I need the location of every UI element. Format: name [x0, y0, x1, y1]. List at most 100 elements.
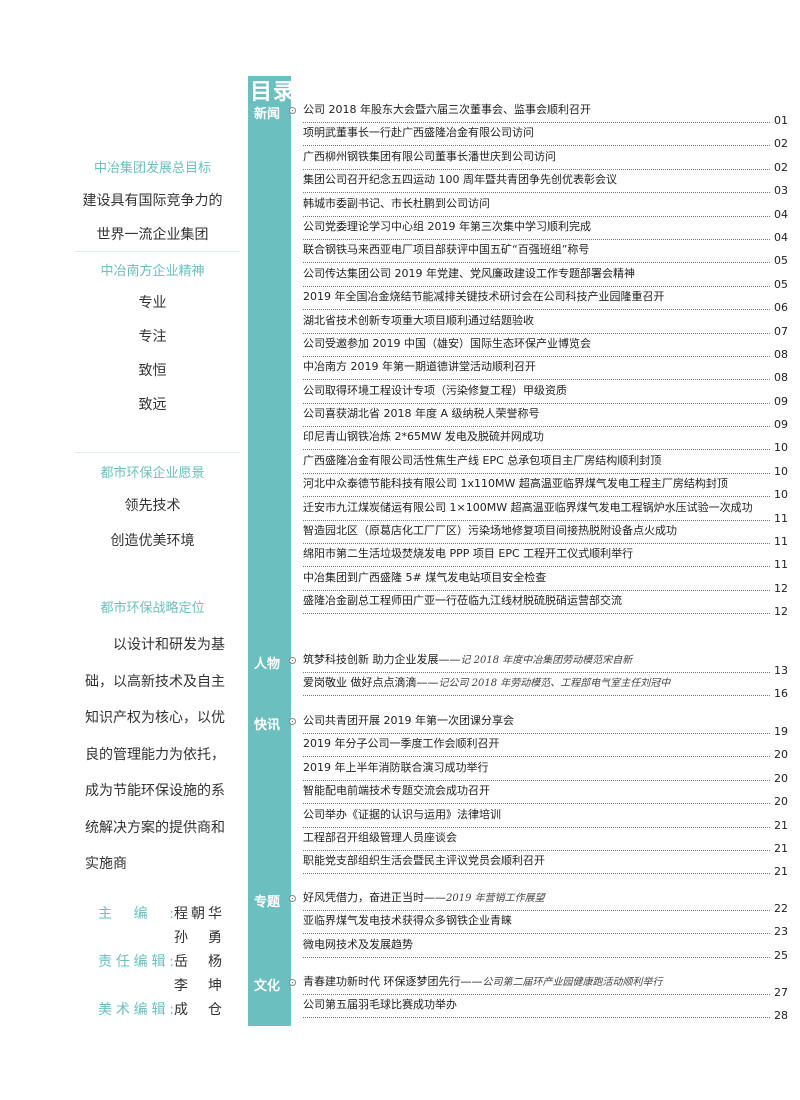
page-number: 07 — [774, 324, 788, 338]
entry-title: 项明武董事长一行赴广西盛隆冶金有限公司访问 — [303, 126, 534, 140]
dot-leader — [303, 262, 770, 264]
entry-title: 2019 年上半年消防联合演习成功举行 — [303, 760, 489, 774]
toc-entry[interactable]: 青春建功新时代 环保逐梦团先行——公司第二届环产业园健康跑活动顺利举行 27 — [303, 975, 788, 998]
spirit-line: 专业 — [138, 295, 167, 311]
toc-entry[interactable]: 湖北省技术创新专项重大项目顺利通过结题验收 07 — [303, 314, 788, 337]
entry-title: 好风凭借力，奋进正当时—— — [303, 891, 446, 904]
toc-entry[interactable]: 智能配电前端技术专题交流会成功召开 20 — [303, 784, 788, 807]
toc-entry[interactable]: 中冶南方 2019 年第一期道德讲堂活动顺利召开 08 — [303, 360, 788, 383]
toc-entry[interactable]: 韩城市委副书记、市长杜鹏到公司访问 04 — [303, 197, 788, 220]
page-number: 10 — [774, 441, 788, 455]
toc-entry[interactable]: 迁安市九江煤炭储运有限公司 1×100MW 超高温亚临界煤气发电工程锅炉水压试验… — [303, 501, 788, 524]
dot-leader — [303, 472, 770, 474]
toc-entry[interactable]: 筑梦科技创新 助力企业发展——记 2018 年度中冶集团劳动模范宋自新 13 — [303, 653, 788, 676]
position-text: 以设计和研发为基础，以高新技术及自主知识产权为核心，以优良的管理能力为依托，成为… — [85, 637, 225, 872]
page-number: 04 — [774, 230, 788, 244]
toc-entry[interactable]: 2019 年分子公司一季度工作会顺利召开 20 — [303, 737, 788, 760]
dot-leader — [303, 994, 770, 995]
credit-name: 李 坤 — [174, 978, 222, 994]
toc-entry[interactable]: 盛隆冶金副总工程师田广亚一行莅临九江线材脱硫脱硝运营部交流 12 — [303, 594, 788, 617]
toc-entry[interactable]: 公司传达集团公司 2019 年党建、党风廉政建设工作专题部署会精神 05 — [303, 267, 788, 290]
section-label: 快讯 — [254, 718, 281, 733]
toc-entry[interactable]: 公司共青团开展 2019 年第一次团课分享会 19 — [303, 714, 788, 737]
dot-leader — [303, 695, 770, 697]
toc-entry[interactable]: 公司党委理论学习中心组 2019 年第三次集中学习顺利完成 04 — [303, 220, 788, 243]
toc-entry[interactable]: 广西柳州钢铁集团有限公司董事长潘世庆到公司访问 02 — [303, 150, 788, 173]
toc-entry[interactable]: 好风凭借力，奋进正当时——2019 年营销工作展望 22 — [303, 891, 788, 914]
vision-line: 领先技术 — [124, 498, 181, 514]
entry-title: 盛隆冶金副总工程师田广亚一行莅临九江线材脱硫脱硝运营部交流 — [303, 594, 622, 608]
entry-title: 智造园北区（原葛店化工厂厂区）污染场地修复项目间接热脱附设备点火成功 — [303, 524, 677, 538]
dot-leader — [303, 519, 770, 521]
toc-entry[interactable]: 2019 年上半年消防联合演习成功举行 20 — [303, 761, 788, 784]
toc-entry[interactable]: 公司举办《证据的认识与运用》法律培训 21 — [303, 808, 788, 831]
divider — [75, 452, 240, 453]
page-number: 20 — [774, 795, 788, 809]
dot-leader — [303, 910, 770, 911]
toc-entry[interactable]: 绵阳市第二生活垃圾焚烧发电 PPP 项目 EPC 工程开工仪式顺利举行 11 — [303, 547, 788, 570]
page-number: 12 — [774, 581, 788, 595]
entry-title: 印尼青山钢铁冶炼 2*65MW 发电及脱硫并网成功 — [303, 430, 544, 444]
entry-title: 微电网技术及发展趋势 — [303, 937, 413, 951]
position-heading: 都市环保战略定位 — [100, 601, 205, 616]
page-number: 19 — [774, 725, 788, 738]
bullet-icon — [289, 657, 296, 664]
vision-heading: 都市环保企业愿景 — [100, 466, 205, 481]
toc-entry[interactable]: 公司取得环境工程设计专项（污染修复工程）甲级资质 09 — [303, 384, 788, 407]
goal-line: 建设具有国际竞争力的 — [82, 193, 223, 209]
entry-title: 工程部召开组级管理人员座谈会 — [303, 830, 457, 844]
page-number: 10 — [774, 464, 788, 478]
dot-leader — [303, 496, 770, 498]
entry-subtitle: 记 2018 年度中冶集团劳动模范宋自新 — [460, 655, 633, 666]
entry-subtitle: 记公司 2018 年劳动模范、工程部电气室主任刘冠中 — [438, 678, 671, 690]
entry-title: 河北中众泰德节能科技有限公司 1x110MW 超高温亚临界煤气发电工程主厂房结构… — [303, 477, 728, 491]
dot-leader — [303, 1017, 770, 1019]
entry-title: 智能配电前端技术专题交流会成功召开 — [303, 784, 490, 798]
credit-name: 程朝华 — [174, 906, 222, 922]
page-number: 09 — [774, 394, 788, 408]
page-number: 27 — [774, 986, 788, 999]
credits: 主编:程朝华 孙 勇 责任编辑:岳 杨 李 坤 美术编辑:成 仓 — [98, 902, 222, 1022]
dot-leader — [303, 956, 770, 958]
entry-title: 公司传达集团公司 2019 年党建、党风廉政建设工作专题部署会精神 — [303, 266, 635, 280]
dot-leader — [303, 355, 770, 357]
toc-entry[interactable]: 中冶集团到广西盛隆 5# 煤气发电站项目安全检查 12 — [303, 571, 788, 594]
goal-line: 世界一流企业集团 — [96, 227, 209, 243]
dot-leader — [303, 933, 770, 935]
spirit-line: 致恒 — [138, 363, 167, 379]
spirit-line: 专注 — [138, 329, 167, 345]
toc-entry[interactable]: 公司第五届羽毛球比赛成功举办 28 — [303, 998, 788, 1021]
toc-entry[interactable]: 亚临界煤气发电技术获得众多钢铁企业青睐 23 — [303, 914, 788, 937]
entry-title: 绵阳市第二生活垃圾焚烧发电 PPP 项目 EPC 工程开工仪式顺利举行 — [303, 547, 634, 561]
toc-entry[interactable]: 广西盛隆冶金有限公司活性焦生产线 EPC 总承包项目主厂房结构顺利封顶 10 — [303, 454, 788, 477]
section-label: 专题 — [254, 895, 281, 910]
bullet-icon — [289, 107, 296, 114]
entry-title: 广西柳州钢铁集团有限公司董事长潘世庆到公司访问 — [303, 149, 556, 163]
toc-entry[interactable]: 联合钢铁马来西亚电厂项目部获评中国五矿“百强班组”称号 05 — [303, 243, 788, 266]
dot-leader — [303, 145, 770, 147]
toc-entry[interactable]: 工程部召开组级管理人员座谈会 21 — [303, 831, 788, 854]
toc-entry[interactable]: 公司 2018 年股东大会暨六届三次董事会、监事会顺利召开 01 — [303, 103, 788, 126]
dot-leader — [303, 826, 770, 828]
toc-entry[interactable]: 印尼青山钢铁冶炼 2*65MW 发电及脱硫并网成功 10 — [303, 430, 788, 453]
page-number: 20 — [774, 771, 788, 785]
dot-leader — [303, 873, 770, 875]
credit-name: 成 仓 — [174, 1002, 222, 1018]
toc-entry[interactable]: 职能党支部组织生活会暨民主评议党员会顺利召开 21 — [303, 854, 788, 877]
entry-title: 公司举办《证据的认识与运用》法律培训 — [303, 807, 501, 821]
toc-entry[interactable]: 河北中众泰德节能科技有限公司 1x110MW 超高温亚临界煤气发电工程主厂房结构… — [303, 477, 788, 500]
toc-entry[interactable]: 集团公司召开纪念五四运动 100 周年暨共青团争先创优表彰会议 03 — [303, 173, 788, 196]
toc-entry[interactable]: 公司喜获湖北省 2018 年度 A 级纳税人荣誉称号 09 — [303, 407, 788, 430]
page-number: 02 — [774, 160, 788, 174]
dot-leader — [303, 566, 770, 568]
toc-entry[interactable]: 微电网技术及发展趋势 25 — [303, 938, 788, 961]
dot-leader — [303, 122, 770, 123]
toc-entry[interactable]: 项明武董事长一行赴广西盛隆冶金有限公司访问 02 — [303, 126, 788, 149]
toc-entry[interactable]: 2019 年全国冶金烧结节能减排关键技术研讨会在公司科技产业园隆重召开 06 — [303, 290, 788, 313]
toc-sidebar-band — [248, 76, 291, 1026]
toc-entry[interactable]: 爱岗敬业 做好点点滴滴——记公司 2018 年劳动模范、工程部电气室主任刘冠中 1… — [303, 676, 788, 699]
toc-entry[interactable]: 智造园北区（原葛店化工厂厂区）污染场地修复项目间接热脱附设备点火成功 11 — [303, 524, 788, 547]
page-number: 04 — [774, 207, 788, 221]
toc-entry[interactable]: 公司受邀参加 2019 中国（雄安）国际生态环保产业博览会 08 — [303, 337, 788, 360]
page-number: 22 — [774, 902, 788, 915]
